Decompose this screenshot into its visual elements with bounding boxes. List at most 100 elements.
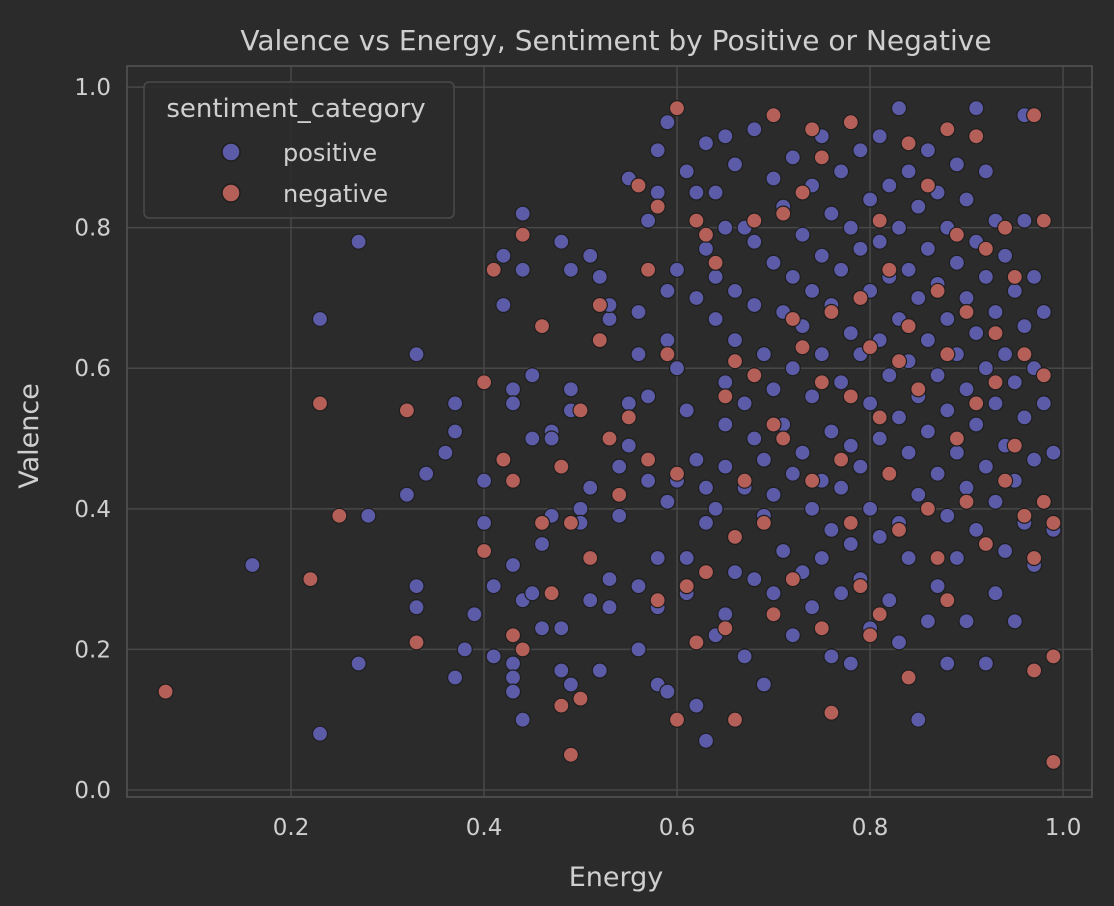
negative-point — [311, 395, 329, 412]
positive-point — [678, 549, 695, 567]
positive-point — [881, 367, 898, 384]
negative-point — [582, 549, 599, 567]
negative-point — [900, 318, 917, 335]
positive-point — [630, 577, 647, 595]
negative-point — [697, 563, 715, 581]
positive-point — [919, 423, 937, 440]
negative-point — [958, 303, 975, 321]
positive-point — [659, 493, 676, 510]
positive-point — [939, 655, 956, 672]
positive-point — [987, 303, 1004, 321]
negative-point — [1035, 212, 1052, 229]
negative-point — [977, 240, 995, 257]
positive-point — [553, 620, 570, 637]
negative-point — [890, 521, 908, 539]
negative-point — [504, 472, 522, 489]
positive-point — [611, 507, 628, 524]
positive-point — [842, 325, 859, 342]
positive-point — [697, 135, 715, 152]
negative-point — [717, 388, 734, 405]
negative-point — [736, 472, 753, 489]
positive-point — [968, 521, 985, 539]
positive-point — [1006, 282, 1023, 299]
negative-point — [1006, 268, 1023, 285]
positive-point — [890, 219, 908, 236]
negative-point — [852, 289, 869, 307]
positive-point — [968, 416, 985, 433]
positive-point — [668, 261, 686, 278]
negative-point — [813, 149, 830, 166]
positive-point — [977, 458, 995, 475]
negative-point — [775, 205, 792, 222]
positive-point — [910, 198, 927, 215]
positive-point — [591, 662, 608, 679]
positive-point — [678, 402, 695, 419]
negative-point — [919, 177, 937, 194]
positive-point — [514, 261, 531, 278]
positive-point — [447, 669, 464, 686]
negative-point — [649, 198, 666, 215]
positive-point — [765, 585, 782, 602]
negative-point — [1006, 437, 1023, 454]
positive-point — [659, 683, 676, 700]
negative-point — [668, 465, 686, 482]
x-axis-label: Energy — [569, 862, 664, 893]
negative-point — [707, 254, 724, 271]
negative-point — [871, 409, 888, 426]
positive-point — [871, 528, 888, 546]
negative-point — [398, 402, 415, 419]
positive-point — [996, 346, 1014, 363]
positive-point — [437, 444, 454, 461]
positive-point — [881, 592, 898, 609]
positive-point — [495, 296, 512, 314]
positive-point — [591, 268, 608, 285]
negative-point — [1025, 107, 1043, 124]
positive-point — [987, 493, 1004, 510]
negative-point — [871, 606, 888, 623]
negative-point — [900, 669, 917, 686]
negative-point — [987, 374, 1004, 391]
positive-point — [900, 444, 917, 461]
positive-point — [678, 163, 695, 180]
negative-point — [302, 570, 319, 588]
negative-point — [881, 465, 898, 482]
negative-point — [977, 535, 995, 553]
positive-point — [784, 149, 801, 166]
positive-point — [311, 725, 329, 742]
positive-point — [707, 184, 724, 201]
positive-point — [620, 395, 637, 412]
positive-point — [755, 451, 773, 468]
positive-point — [485, 648, 502, 665]
positive-point — [1025, 268, 1043, 285]
negative-point — [572, 690, 589, 707]
negative-point — [717, 620, 734, 637]
positive-point — [447, 423, 464, 440]
positive-point — [707, 500, 724, 517]
positive-point — [948, 549, 966, 567]
positive-point — [871, 430, 888, 447]
positive-point — [408, 599, 425, 616]
positive-point — [832, 163, 850, 180]
legend-marker-positive — [221, 142, 241, 162]
negative-point — [996, 472, 1014, 489]
positive-point — [832, 374, 850, 391]
negative-point — [726, 353, 744, 370]
positive-point — [418, 465, 435, 482]
legend-label-negative: negative — [283, 180, 388, 208]
negative-point — [678, 577, 695, 595]
positive-point — [1006, 374, 1023, 391]
positive-point — [572, 500, 589, 517]
negative-point — [890, 353, 908, 370]
positive-point — [244, 556, 261, 574]
positive-point — [900, 261, 917, 278]
negative-point — [553, 697, 570, 714]
positive-point — [823, 648, 840, 665]
negative-point — [948, 226, 966, 243]
positive-point — [524, 430, 541, 447]
positive-point — [524, 585, 541, 602]
positive-point — [823, 205, 840, 222]
negative-point — [504, 627, 522, 644]
positive-point — [350, 233, 367, 250]
legend-box — [143, 81, 455, 219]
